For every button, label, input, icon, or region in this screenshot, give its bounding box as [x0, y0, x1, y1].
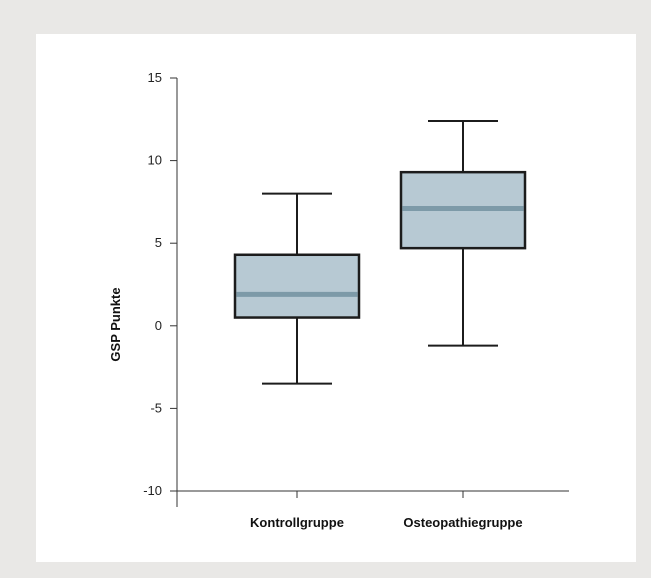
- y-axis-title: GSP Punkte: [108, 287, 123, 361]
- y-tick-label: 5: [155, 235, 162, 250]
- x-tick-label: Kontrollgruppe: [250, 515, 344, 530]
- y-tick-label: 10: [148, 153, 162, 168]
- box-2: [399, 119, 527, 347]
- iqr-box: [233, 253, 361, 319]
- axes: [170, 77, 569, 507]
- x-tick-label: Osteopathiegruppe: [403, 515, 522, 530]
- y-tick-label: -5: [150, 400, 162, 415]
- y-tick-label: -10: [143, 483, 162, 498]
- y-tick-label: 15: [148, 70, 162, 85]
- box-1: [233, 192, 361, 385]
- boxplot-chart: 15 10 5 0 -5 -10 GSP Punkte Kontrollgruppe Osteo…: [108, 70, 569, 530]
- axis-labels: 15 10 5 0 -5 -10 GSP Punkte Kontrollgruppe Osteo…: [108, 70, 523, 530]
- y-tick-label: 0: [155, 318, 162, 333]
- chart-panel: 15 10 5 0 -5 -10 GSP Punkte Kontrollgruppe Osteo…: [36, 34, 636, 562]
- box-series: [233, 119, 527, 385]
